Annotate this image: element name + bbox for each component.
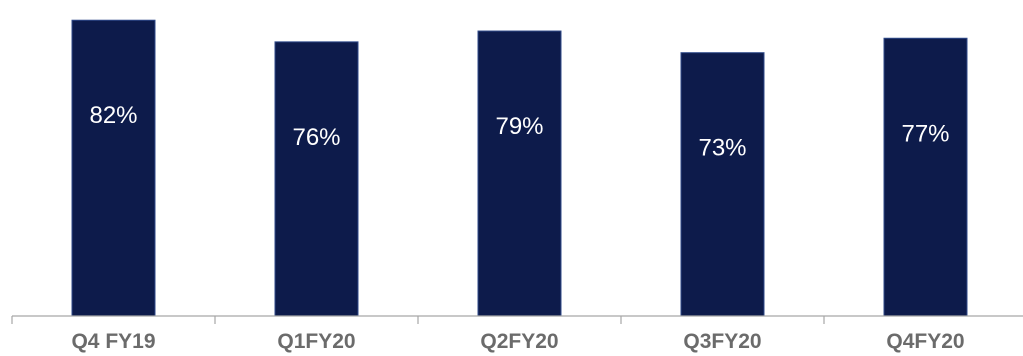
x-tick-label: Q2FY20 xyxy=(480,330,558,353)
bar-value-label: 73% xyxy=(698,135,746,162)
bar-q3fy20 xyxy=(680,52,765,317)
bars-layer xyxy=(71,19,968,317)
x-tick-label: Q4 FY19 xyxy=(71,330,155,353)
bar-q4-fy19 xyxy=(71,19,156,317)
bar-q4fy20 xyxy=(883,37,968,317)
bar-q1fy20 xyxy=(274,41,359,317)
bar-value-label: 76% xyxy=(292,124,340,151)
x-tick-label: Q3FY20 xyxy=(683,330,761,353)
bar-value-label: 82% xyxy=(89,102,137,129)
bar-value-label: 77% xyxy=(901,120,949,147)
labels-layer: 82% Q4 FY19 76% Q1FY20 79% Q2FY20 73% Q3FY20 77%… xyxy=(71,102,964,353)
x-tick-label: Q4FY20 xyxy=(886,330,964,353)
x-axis xyxy=(11,315,1023,324)
x-tick-label: Q1FY20 xyxy=(277,330,355,353)
bar-value-label: 79% xyxy=(495,113,543,140)
bar-q2fy20 xyxy=(477,30,562,317)
